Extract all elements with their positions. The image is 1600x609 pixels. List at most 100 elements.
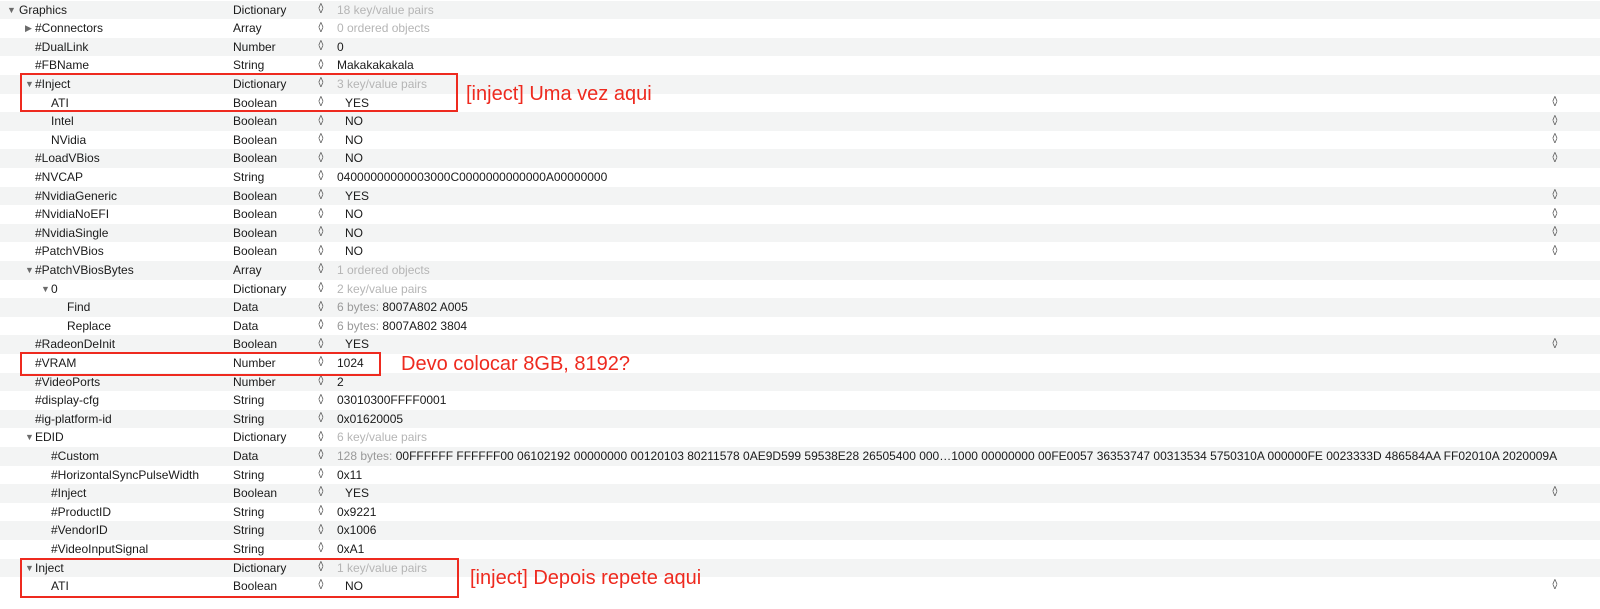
row-type[interactable]: Dictionary	[233, 430, 287, 445]
row-key[interactable]: EDID	[35, 430, 64, 445]
row-key[interactable]: #ig-platform-id	[35, 411, 112, 426]
row-key[interactable]: #RadeonDeInit	[35, 337, 116, 352]
row-key[interactable]: 0	[51, 281, 58, 296]
disclosure-triangle-closed-icon[interactable]: ▶	[25, 23, 32, 34]
row-type[interactable]: String	[233, 541, 265, 556]
row-type[interactable]: Number	[233, 374, 276, 389]
plist-row[interactable]: ATI Boolean ˄ ˅ NO ˄ ˅	[0, 577, 1600, 596]
row-value[interactable]: 18 key/value pairs	[337, 1, 434, 20]
type-stepper-icon[interactable]: ˄ ˅	[318, 186, 324, 203]
row-type[interactable]: Number	[233, 355, 276, 370]
boolean-stepper-icon[interactable]: ˄ ˅	[1552, 94, 1558, 111]
row-type[interactable]: Array	[233, 263, 262, 277]
row-type[interactable]: Boolean	[233, 114, 278, 129]
row-value[interactable]: NO	[345, 149, 363, 168]
type-stepper-icon[interactable]: ˄ ˅	[318, 19, 324, 36]
row-key[interactable]: #LoadVBios	[35, 151, 100, 166]
type-stepper-icon[interactable]: ˄ ˅	[318, 224, 324, 241]
row-value[interactable]: Makakakakala	[337, 56, 414, 75]
row-key[interactable]: #ProductID	[51, 504, 112, 519]
plist-row[interactable]: #VideoPorts Number ˄ ˅ 2	[0, 372, 1600, 392]
plist-row[interactable]: Intel Boolean ˄ ˅ NO ˄ ˅	[0, 112, 1600, 131]
row-type[interactable]: Data	[233, 318, 259, 333]
row-type[interactable]: Boolean	[233, 337, 278, 352]
row-key[interactable]: #Inject	[35, 77, 71, 92]
boolean-stepper-icon[interactable]: ˄ ˅	[1552, 186, 1558, 203]
type-stepper-icon[interactable]: ˄ ˅	[318, 205, 324, 222]
type-stepper-icon[interactable]: ˄ ˅	[318, 335, 324, 352]
row-value[interactable]: 03010300FFFF0001	[337, 391, 446, 410]
type-stepper-icon[interactable]: ˄ ˅	[318, 447, 324, 464]
boolean-stepper-icon[interactable]: ˄ ˅	[1552, 224, 1558, 241]
plist-row[interactable]: #VideoInputSignal String ˄ ˅ 0xA1	[0, 540, 1600, 559]
plist-row[interactable]: #DualLink Number ˄ ˅ 0	[0, 37, 1600, 57]
type-stepper-icon[interactable]: ˄ ˅	[318, 168, 324, 185]
plist-row[interactable]: Find Data ˄ ˅ 6 bytes: 8007A802 A005	[0, 298, 1600, 317]
row-type[interactable]: Number	[233, 39, 276, 54]
row-type[interactable]: String	[233, 58, 265, 73]
row-type[interactable]: Boolean	[233, 151, 278, 166]
plist-row[interactable]: ▼ #PatchVBiosBytes Array ˄ ˅ 1 ordered object…	[0, 261, 1600, 280]
row-key[interactable]: Inject	[35, 560, 64, 575]
row-key[interactable]: #VideoInputSignal	[51, 541, 149, 556]
plist-row[interactable]: #Inject Boolean ˄ ˅ YES ˄ ˅	[0, 484, 1600, 503]
row-key[interactable]: #NvidiaNoEFI	[35, 207, 110, 222]
type-stepper-icon[interactable]: ˄ ˅	[318, 354, 324, 371]
row-key[interactable]: #display-cfg	[35, 393, 100, 408]
disclosure-triangle-open-icon[interactable]: ▼	[25, 432, 34, 443]
row-type[interactable]: Data	[233, 300, 259, 315]
plist-row[interactable]: ATI Boolean ˄ ˅ YES ˄ ˅	[0, 94, 1600, 113]
row-value[interactable]: 2 key/value pairs	[337, 280, 427, 299]
row-value[interactable]: NO	[345, 577, 363, 596]
row-type[interactable]: Array	[233, 21, 262, 36]
row-value[interactable]: 6 bytes: 8007A802 A005	[337, 298, 468, 317]
type-stepper-icon[interactable]: ˄ ˅	[318, 56, 324, 73]
row-type[interactable]: String	[233, 411, 265, 426]
row-key[interactable]: #Custom	[51, 448, 100, 463]
disclosure-triangle-open-icon[interactable]: ▼	[25, 79, 34, 90]
type-stepper-icon[interactable]: ˄ ˅	[318, 242, 324, 259]
row-key[interactable]: #VideoPorts	[35, 374, 101, 389]
row-type[interactable]: Dictionary	[233, 77, 287, 92]
plist-row[interactable]: #LoadVBios Boolean ˄ ˅ NO ˄ ˅	[0, 149, 1600, 169]
disclosure-triangle-open-icon[interactable]: ▼	[7, 4, 16, 15]
plist-row[interactable]: #NvidiaGeneric Boolean ˄ ˅ YES ˄ ˅	[0, 186, 1600, 206]
row-type[interactable]: Boolean	[233, 95, 278, 110]
plist-row[interactable]: #Custom Data ˄ ˅ 128 bytes: 00FFFFFF FFFFFF0…	[0, 446, 1600, 466]
plist-row[interactable]: #ProductID String ˄ ˅ 0x9221	[0, 503, 1600, 522]
type-stepper-icon[interactable]: ˄ ˅	[318, 577, 324, 594]
plist-row[interactable]: ▼ Inject Dictionary ˄ ˅ 1 key/value pairs	[0, 558, 1600, 578]
type-stepper-icon[interactable]: ˄ ˅	[318, 484, 324, 501]
disclosure-triangle-open-icon[interactable]: ▼	[41, 283, 50, 294]
plist-row[interactable]: ▼ EDID Dictionary ˄ ˅ 6 key/value pairs	[0, 428, 1600, 447]
row-value[interactable]: 0	[337, 38, 344, 57]
row-type[interactable]: Boolean	[233, 132, 278, 147]
boolean-stepper-icon[interactable]: ˄ ˅	[1552, 242, 1558, 259]
type-stepper-icon[interactable]: ˄ ˅	[318, 38, 324, 55]
row-value[interactable]: 6 bytes: 8007A802 3804	[337, 317, 467, 336]
row-value[interactable]: YES	[345, 187, 369, 206]
row-value[interactable]: 0x11	[337, 466, 362, 485]
row-value[interactable]: 2	[337, 373, 344, 392]
row-key[interactable]: #PatchVBios	[35, 244, 104, 259]
plist-row[interactable]: #VendorID String ˄ ˅ 0x1006	[0, 521, 1600, 540]
row-type[interactable]: Boolean	[233, 225, 278, 240]
row-type[interactable]: Boolean	[233, 207, 278, 222]
row-value[interactable]: 128 bytes: 00FFFFFF FFFFFF00 06102192 00…	[337, 447, 1557, 466]
row-key[interactable]: #NvidiaSingle	[35, 225, 109, 240]
row-key[interactable]: #NvidiaGeneric	[35, 188, 118, 203]
type-stepper-icon[interactable]: ˄ ˅	[318, 410, 324, 427]
type-stepper-icon[interactable]: ˄ ˅	[318, 391, 324, 408]
row-type[interactable]: Data	[233, 448, 259, 463]
plist-row[interactable]: #PatchVBios Boolean ˄ ˅ NO ˄ ˅	[0, 242, 1600, 261]
plist-row[interactable]: #NVCAP String ˄ ˅ 04000000000003000C00000000…	[0, 168, 1600, 187]
type-stepper-icon[interactable]: ˄ ˅	[318, 558, 324, 575]
type-stepper-icon[interactable]: ˄ ˅	[318, 521, 324, 538]
row-key[interactable]: ATI	[51, 95, 69, 110]
type-stepper-icon[interactable]: ˄ ˅	[318, 112, 324, 129]
boolean-stepper-icon[interactable]: ˄ ˅	[1552, 484, 1558, 501]
plist-row[interactable]: #ig-platform-id String ˄ ˅ 0x01620005	[0, 409, 1600, 429]
boolean-stepper-icon[interactable]: ˄ ˅	[1552, 112, 1558, 129]
row-type[interactable]: Boolean	[233, 244, 278, 259]
row-key[interactable]: NVidia	[51, 132, 87, 147]
